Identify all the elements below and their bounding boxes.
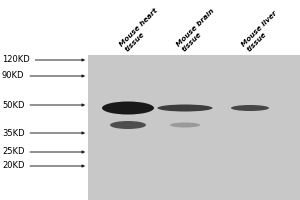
Text: 120KD: 120KD xyxy=(2,55,84,64)
Ellipse shape xyxy=(170,122,200,128)
Text: 90KD: 90KD xyxy=(2,72,84,80)
Text: 25KD: 25KD xyxy=(2,148,84,156)
Text: 20KD: 20KD xyxy=(2,162,84,170)
Text: Mouse brain
tissue: Mouse brain tissue xyxy=(176,8,221,53)
Text: 35KD: 35KD xyxy=(2,129,84,138)
Ellipse shape xyxy=(231,105,269,111)
Ellipse shape xyxy=(158,104,212,112)
Text: 50KD: 50KD xyxy=(2,100,84,110)
Text: Mouse heart
tissue: Mouse heart tissue xyxy=(119,8,164,53)
Bar xyxy=(88,55,300,200)
Text: Mouse liver
tissue: Mouse liver tissue xyxy=(241,10,284,53)
Ellipse shape xyxy=(102,102,154,114)
Ellipse shape xyxy=(110,121,146,129)
